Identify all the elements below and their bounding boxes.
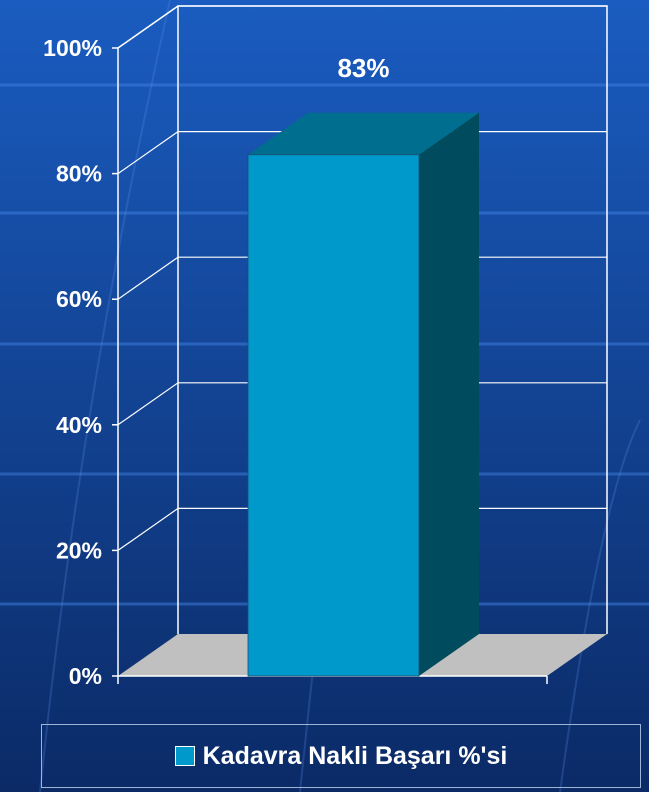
data-label: 83% bbox=[337, 53, 389, 83]
y-tick-label: 80% bbox=[56, 161, 102, 187]
bar-outline bbox=[247, 154, 420, 677]
bar-chart: 0% 20% 40% 60% 80% 100% 83% bbox=[43, 5, 607, 689]
bar-top bbox=[248, 112, 479, 155]
y-tick-label: 100% bbox=[43, 35, 102, 61]
y-tick-label: 60% bbox=[56, 286, 102, 312]
legend-label: Kadavra Nakli Başarı %'si bbox=[202, 741, 508, 770]
bar-side bbox=[419, 112, 479, 676]
chart-legend: Kadavra Nakli Başarı %'si bbox=[41, 724, 641, 788]
y-tick-label: 0% bbox=[69, 663, 102, 689]
bar-front bbox=[248, 154, 419, 676]
y-tick-label: 20% bbox=[56, 537, 102, 563]
y-tick-label: 40% bbox=[56, 412, 102, 438]
legend-swatch bbox=[174, 746, 195, 766]
gridline bbox=[117, 5, 607, 49]
